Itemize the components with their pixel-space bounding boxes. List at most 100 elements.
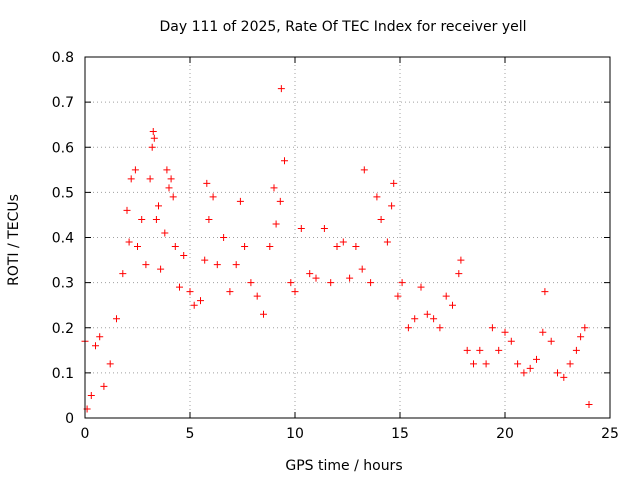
data-point	[253, 292, 261, 300]
data-point	[138, 215, 146, 223]
data-point	[476, 346, 484, 354]
y-tick-label: 0.3	[52, 276, 74, 292]
data-point	[131, 166, 139, 174]
data-point	[291, 288, 299, 296]
data-point	[171, 243, 179, 251]
data-point	[287, 279, 295, 287]
data-point	[167, 175, 175, 183]
data-points	[81, 85, 593, 413]
data-point	[541, 288, 549, 296]
data-point	[507, 337, 515, 345]
data-point	[232, 261, 240, 269]
data-point	[209, 193, 217, 201]
data-point	[312, 274, 320, 282]
data-point	[463, 346, 471, 354]
data-point	[533, 355, 540, 363]
data-point	[201, 256, 209, 264]
y-tick-label: 0.2	[52, 321, 74, 337]
data-point	[176, 283, 183, 291]
data-point	[430, 315, 438, 323]
data-point	[205, 215, 213, 223]
data-point	[514, 360, 522, 368]
data-point	[388, 202, 396, 210]
data-point	[161, 229, 169, 237]
y-tick-label: 0.4	[52, 231, 74, 247]
x-tick-labels: 0 5 10 15 20 25	[81, 426, 619, 442]
data-point	[92, 342, 99, 350]
data-point	[482, 360, 490, 368]
data-point	[352, 243, 360, 251]
data-point	[100, 382, 108, 390]
data-point	[276, 197, 284, 205]
data-point	[394, 292, 402, 300]
x-tick-label: 15	[391, 426, 409, 442]
data-point	[113, 315, 120, 323]
data-point	[266, 243, 274, 251]
data-point	[150, 134, 158, 142]
data-point	[539, 328, 547, 336]
data-point	[241, 243, 249, 251]
data-point	[190, 301, 198, 309]
data-point	[442, 292, 450, 300]
axis-ticks	[84, 56, 611, 419]
data-point	[339, 238, 347, 246]
y-tick-label: 0.6	[52, 140, 74, 156]
data-point	[449, 301, 456, 309]
data-point	[226, 288, 234, 296]
data-point	[495, 346, 503, 354]
grid-lines	[85, 57, 610, 418]
y-axis-label: ROTI / TECUs	[6, 194, 22, 286]
data-point	[220, 234, 228, 241]
y-tick-label: 0.1	[52, 366, 74, 382]
data-point	[165, 184, 173, 192]
x-tick-label: 25	[601, 426, 619, 442]
data-point	[134, 243, 141, 251]
data-point	[281, 157, 288, 165]
data-point	[547, 337, 555, 345]
data-point	[560, 373, 568, 381]
data-point	[146, 175, 154, 183]
y-tick-label: 0.7	[52, 95, 74, 111]
data-point	[436, 324, 444, 332]
y-tick-labels: 0 0.1 0.2 0.3 0.4 0.5 0.6 0.7 0.8	[52, 50, 74, 427]
data-point	[488, 324, 496, 332]
data-point	[306, 270, 314, 278]
data-point	[203, 179, 211, 187]
chart-title: Day 111 of 2025, Rate Of TEC Index for r…	[159, 19, 526, 35]
data-point	[358, 265, 366, 273]
data-point	[320, 224, 328, 232]
data-point	[272, 220, 280, 228]
data-point	[501, 328, 509, 336]
data-point	[277, 85, 285, 93]
x-axis-label: GPS time / hours	[285, 458, 402, 474]
data-point	[585, 400, 593, 408]
data-point	[186, 288, 194, 296]
data-point	[577, 333, 585, 341]
data-point	[554, 369, 561, 377]
data-point	[152, 215, 160, 223]
y-tick-label: 0	[65, 411, 74, 427]
data-point	[398, 279, 406, 287]
data-point	[367, 279, 375, 287]
data-point	[149, 127, 157, 135]
data-point	[125, 238, 133, 246]
data-point	[197, 297, 204, 305]
data-point	[142, 261, 150, 269]
data-point	[520, 369, 528, 377]
data-point	[127, 175, 135, 183]
data-point	[423, 310, 431, 318]
data-point	[390, 179, 398, 187]
data-point	[297, 224, 305, 232]
data-point	[360, 166, 368, 174]
data-point	[581, 324, 589, 332]
data-point	[383, 238, 391, 246]
data-point	[163, 166, 171, 174]
data-point	[157, 265, 165, 273]
data-point	[119, 270, 127, 278]
x-tick-label: 5	[186, 426, 195, 442]
data-point	[457, 256, 465, 264]
data-point	[169, 193, 177, 201]
data-point	[470, 360, 477, 368]
data-point	[417, 283, 425, 291]
